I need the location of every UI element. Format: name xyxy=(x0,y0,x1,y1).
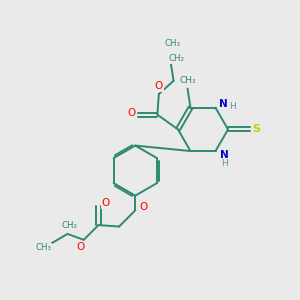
Text: N: N xyxy=(220,150,229,160)
Text: CH₂: CH₂ xyxy=(61,221,77,230)
Text: O: O xyxy=(76,242,84,252)
Text: CH₃: CH₃ xyxy=(35,243,51,252)
Text: O: O xyxy=(128,108,136,118)
Text: CH₃: CH₃ xyxy=(164,40,180,49)
Text: S: S xyxy=(253,124,261,134)
Text: CH₃: CH₃ xyxy=(179,76,196,85)
Text: N: N xyxy=(219,99,228,109)
Text: O: O xyxy=(102,198,110,208)
Text: CH₂: CH₂ xyxy=(169,54,184,63)
Text: O: O xyxy=(140,202,148,212)
Text: O: O xyxy=(155,81,163,91)
Text: H: H xyxy=(222,159,228,168)
Text: H: H xyxy=(229,102,236,111)
